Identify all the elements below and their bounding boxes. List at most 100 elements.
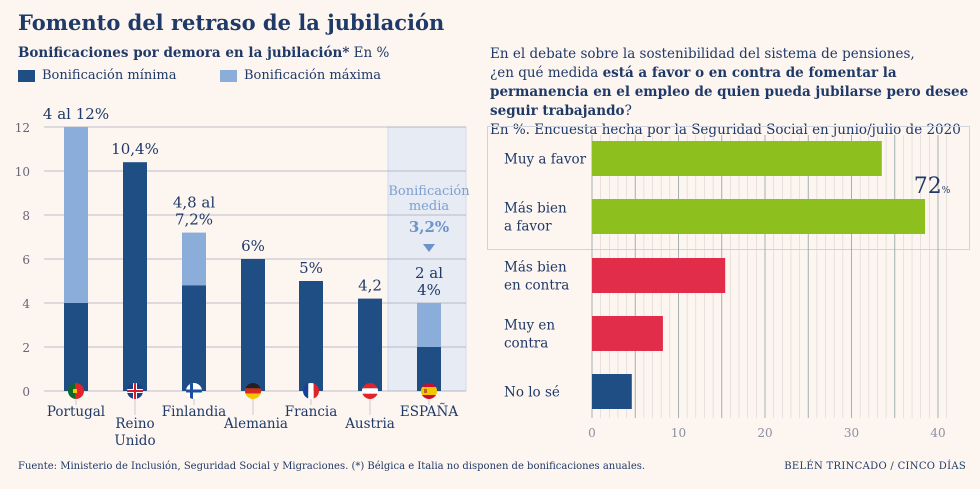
left-chart-subtitle: Bonificaciones por demora en la jubilaci… xyxy=(18,45,389,61)
y-tick-label: 2 xyxy=(22,341,30,355)
flag-stripe xyxy=(245,388,261,394)
flag-stripe xyxy=(303,383,309,399)
category-label: ESPAÑA xyxy=(400,404,459,420)
bar-min xyxy=(241,259,265,391)
data-label: 4,2 xyxy=(358,277,382,295)
y-tick-label: 0 xyxy=(22,385,30,399)
flag-stripe xyxy=(186,389,202,393)
left-subtitle-bold: Bonificaciones por demora en la jubilaci… xyxy=(18,45,350,61)
category-label: Francia xyxy=(285,404,338,420)
flag-stripe xyxy=(424,389,427,393)
data-label: 10,4% xyxy=(111,140,159,158)
data-label: 4,8 al xyxy=(173,194,216,212)
bar-max xyxy=(182,232,206,286)
group-total-unit: % xyxy=(942,186,951,196)
flag-stripe xyxy=(73,389,77,393)
flag-stripe xyxy=(362,383,378,389)
annotation-text: Bonificación xyxy=(388,184,470,199)
question-line1: En el debate sobre la sostenibilidad del… xyxy=(490,46,915,62)
category-label: Portugal xyxy=(47,404,105,420)
spain-flag-icon xyxy=(421,383,437,399)
legend-label-max: Bonificación máxima xyxy=(244,68,382,83)
bar xyxy=(592,141,882,176)
category-label: Austria xyxy=(344,416,395,432)
legend-swatch-min xyxy=(18,69,35,82)
data-label: 7,2% xyxy=(175,211,213,229)
data-label: 4% xyxy=(417,281,441,299)
annotation-text: media xyxy=(409,199,450,214)
right-bar-chart: 0 10 20 30 40 Muy a favor Más bien a favor Más b… xyxy=(487,126,970,440)
category-label: a favor xyxy=(504,219,552,235)
flag-stripe xyxy=(362,393,378,399)
left-subtitle-unit: En % xyxy=(349,45,390,61)
bar xyxy=(592,199,926,234)
left-bar-chart: 0 2 4 6 8 10 12 4 al 12% Portugal 10,4% ReinoUnido… xyxy=(15,105,471,449)
bar-min xyxy=(299,281,323,391)
group-total-value: 72 xyxy=(914,174,942,199)
flag-stripe xyxy=(127,390,143,392)
bar-min xyxy=(358,298,382,391)
flag-stripe xyxy=(421,387,437,395)
page-title: Fomento del retraso de la jubilación xyxy=(18,10,445,35)
legend-label-min: Bonificación mínima xyxy=(42,68,177,83)
data-label: 4 al 12% xyxy=(43,105,109,123)
down-arrow-icon xyxy=(423,244,435,252)
bar-max xyxy=(417,303,441,347)
credit: BELÉN TRINCADO / CINCO DÍAS xyxy=(784,461,966,472)
uk-flag-icon xyxy=(127,383,143,399)
y-tick-label: 6 xyxy=(22,253,30,267)
source-footer: Fuente: Ministerio de Inclusión, Segurid… xyxy=(18,461,646,472)
x-tick-label: 10 xyxy=(671,426,686,440)
finland-flag-icon xyxy=(186,383,202,399)
right-chart-question: En el debate sobre la sostenibilidad del… xyxy=(490,45,970,140)
bar xyxy=(592,374,632,409)
x-tick-label: 30 xyxy=(844,426,859,440)
flag-stripe xyxy=(421,383,437,387)
bar-max xyxy=(64,127,88,303)
flag-stripe xyxy=(245,383,261,389)
category-label: No lo sé xyxy=(504,385,560,401)
austria-flag-icon xyxy=(362,383,378,399)
germany-flag-icon xyxy=(245,383,261,399)
category-label: Finlandia xyxy=(162,404,226,420)
bar xyxy=(592,258,726,293)
y-tick-label: 4 xyxy=(22,297,30,311)
question-line2-post: ? xyxy=(624,103,632,119)
category-label: Muy a favor xyxy=(504,152,587,168)
question-line2-pre: ¿en qué medida xyxy=(490,65,603,81)
flag-stripe xyxy=(362,388,378,394)
category-label: Más bien xyxy=(504,201,567,217)
x-tick-label: 40 xyxy=(930,426,945,440)
bar-min xyxy=(182,285,206,391)
flag-stripe xyxy=(75,383,84,399)
legend-item-max: Bonificación máxima xyxy=(220,68,381,83)
category-label: Unido xyxy=(114,433,155,449)
data-label: 2 al xyxy=(415,264,443,282)
y-tick-label: 12 xyxy=(15,121,30,135)
flag-stripe xyxy=(68,383,75,399)
france-flag-icon xyxy=(303,383,319,399)
x-tick-label: 0 xyxy=(588,426,596,440)
category-label: Alemania xyxy=(223,416,288,432)
category-label: Reino xyxy=(115,416,154,432)
bar-min xyxy=(123,162,147,391)
portugal-flag-icon xyxy=(68,383,84,399)
category-label: en contra xyxy=(504,278,569,294)
legend-item-min: Bonificación mínima xyxy=(18,68,176,83)
data-label: 5% xyxy=(299,259,323,277)
legend-swatch-max xyxy=(220,69,237,82)
data-label: 6% xyxy=(241,237,265,255)
favor-group-box xyxy=(487,126,970,250)
x-tick-label: 20 xyxy=(757,426,772,440)
bar-min xyxy=(64,303,88,391)
y-tick-label: 8 xyxy=(22,209,30,223)
flag-stripe xyxy=(245,393,261,399)
bar xyxy=(592,316,663,351)
flag-stripe xyxy=(313,383,319,399)
category-label: contra xyxy=(504,336,548,352)
question-line2-bold: está a favor o en contra de fomentar la … xyxy=(490,65,969,119)
category-label: Más bien xyxy=(504,260,567,276)
category-label: Muy en xyxy=(504,318,555,334)
annotation-value: 3,2% xyxy=(409,218,449,236)
group-total-label: 72% xyxy=(914,174,951,199)
